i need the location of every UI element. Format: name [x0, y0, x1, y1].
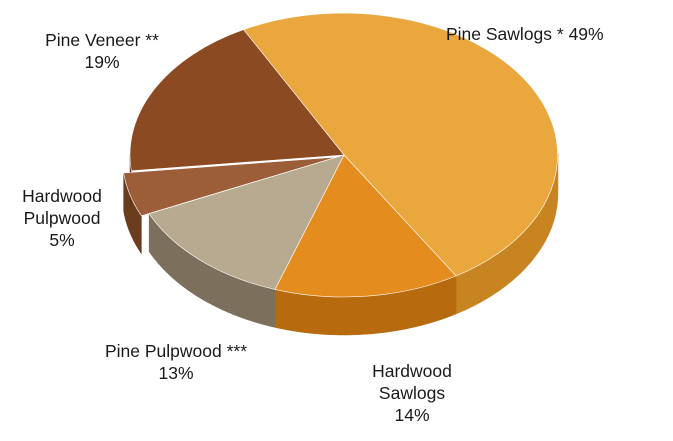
slice-pine-veneer: [129, 29, 345, 172]
label-pine-sawlogs: Pine Sawlogs * 49%: [446, 24, 604, 44]
slice-hardwood-pulpwood: [123, 156, 337, 217]
pie-tops: [123, 12, 558, 298]
slice-pine-sawlogs: [243, 12, 558, 277]
pie-sides: [123, 153, 559, 336]
label-pine-veneer: Pine Veneer ** 19%: [45, 30, 159, 72]
slice-pine-pulpwood: [148, 154, 345, 290]
label-pine-pulpwood: Pine Pulpwood *** 13%: [104, 341, 248, 383]
slice-hardwood-sawlogs: [274, 154, 457, 298]
label-hardwood-pulpwood: Hardwood Pulpwood 5%: [22, 186, 102, 250]
label-hardwood-sawlogs: Hardwood Sawlogs 14%: [372, 361, 452, 425]
